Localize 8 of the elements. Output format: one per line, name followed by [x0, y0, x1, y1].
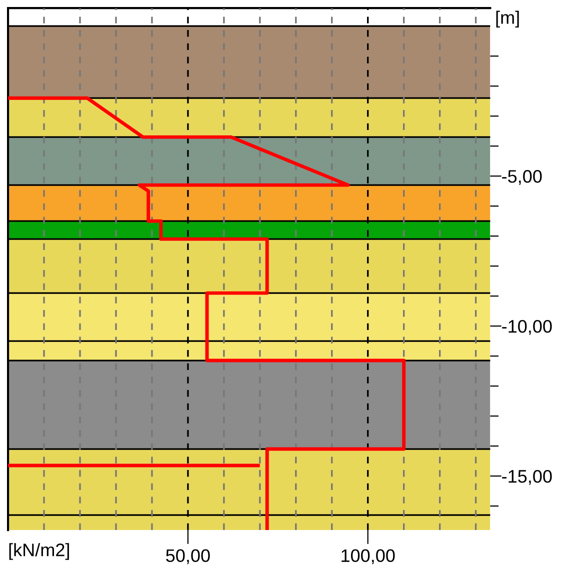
x-tick-label: 100,00 [342, 549, 395, 564]
y-axis-title: [m] [496, 10, 519, 28]
y-tick-label: -5,00 [502, 170, 542, 185]
line-series [8, 96, 406, 530]
y-tick-label: -15,00 [502, 470, 552, 485]
x-axis-title: [kN/m2] [9, 543, 69, 560]
y-tick-label: -10,00 [502, 320, 552, 335]
x-tick-label: 50,00 [166, 549, 210, 564]
